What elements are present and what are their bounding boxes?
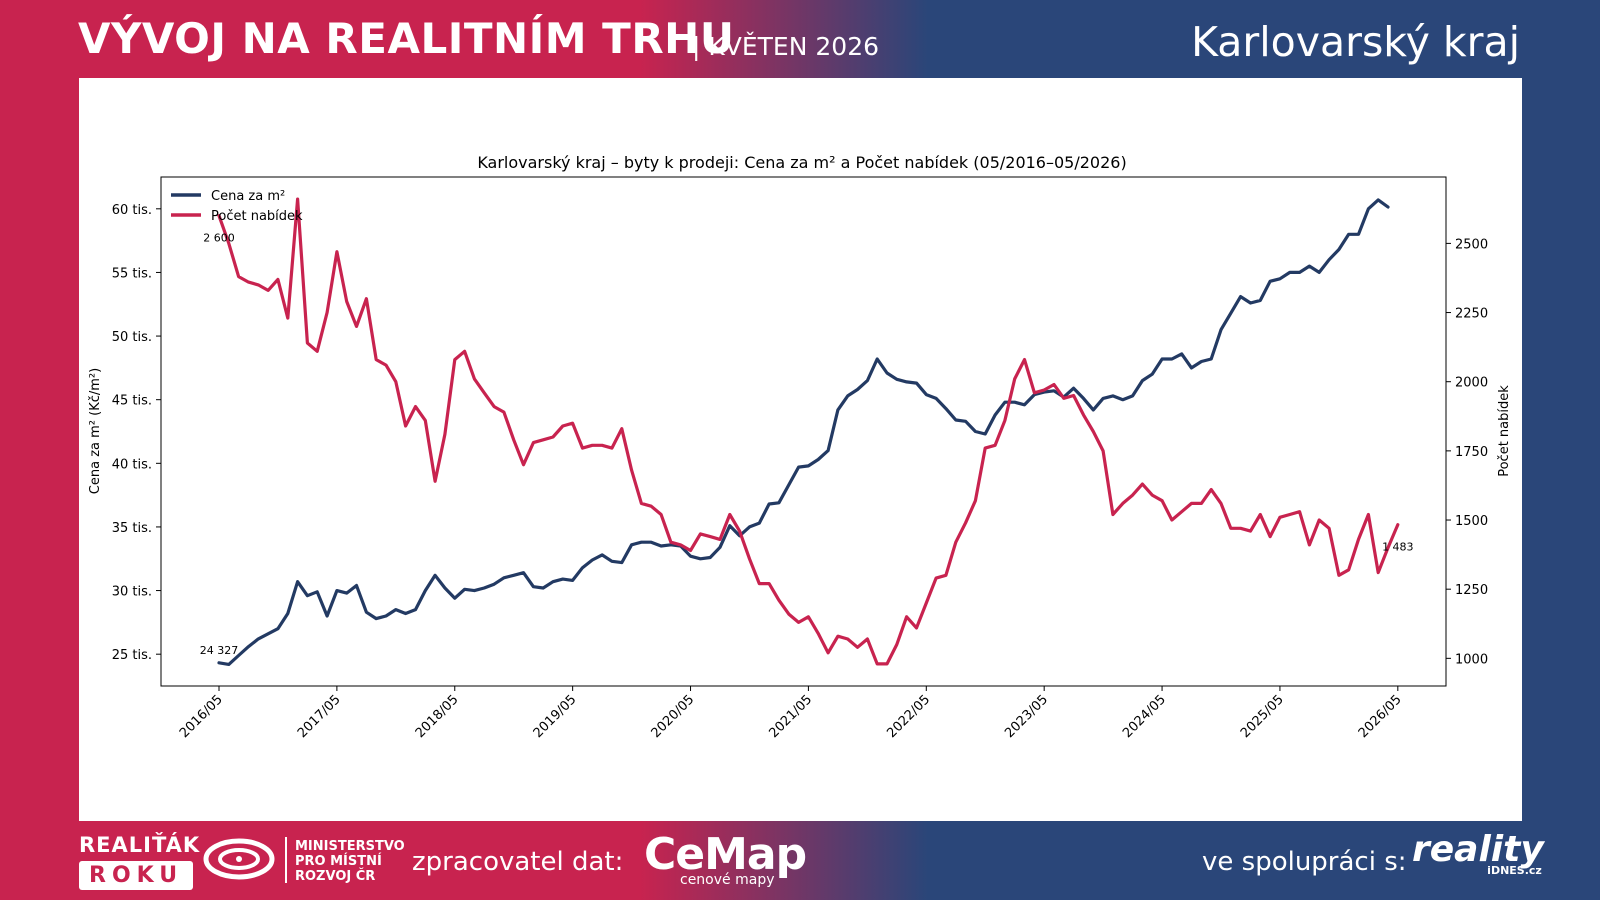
x-axis-tick-label: 2018/05 [413,692,462,741]
x-axis-tick-label: 2025/05 [1238,692,1287,741]
left-axis-tick-label: 55 tis. [112,266,152,281]
right-axis-tick-label: 2250 [1455,307,1488,322]
listings-count-line [217,197,1400,666]
data-label: 24 327 [200,644,239,657]
right-axis-tick-label: 2000 [1455,376,1488,391]
award-line-2: ROKU [79,861,194,890]
plot-frame [160,176,1447,687]
page-subtitle: | KVĚTEN 2026 [692,32,879,61]
ministry-line: MINISTERSTVO [295,839,405,854]
dual-axis-line-chart: Karlovarský kraj – byty k prodeji: Cena … [88,78,1512,741]
realitak-roku-logo: REALIŤÁK ROKU [79,833,200,890]
x-axis-tick-label: 2016/05 [177,692,226,741]
x-axis-tick-label: 2023/05 [1002,692,1051,741]
left-axis-tick-label: 30 tis. [112,585,152,600]
price-per-m2-line [217,198,1390,667]
legend: Cena za m² Počet nabídek [171,189,303,224]
chart-title: Karlovarský kraj – byty k prodeji: Cena … [477,153,1126,172]
left-axis-ticks: 25 tis. 30 tis. 35 tis. 40 tis. 45 tis. 50 ti… [112,203,161,663]
partner-name: reality [1412,829,1544,870]
left-axis-tick-label: 25 tis. [112,648,152,663]
left-axis-tick-label: 50 tis. [112,330,152,345]
page-title: VÝVOJ NA REALITNÍM TRHU [78,14,735,63]
right-axis-ticks: 1000 1250 1500 1750 2000 2250 2500 [1446,237,1488,667]
x-axis-tick-label: 2024/05 [1120,692,1169,741]
right-axis-tick-label: 1250 [1455,583,1488,598]
data-label: 1 483 [1382,541,1414,554]
ministry-line: PRO MÍSTNÍ [295,854,382,869]
processor-label: zpracovatel dat: [412,847,624,877]
left-axis-tick-label: 45 tis. [112,394,152,409]
right-axis-tick-label: 1000 [1455,652,1488,667]
x-axis-tick-label: 2019/05 [531,692,580,741]
reality-idnes-logo: reality iDNES.cz [1412,829,1544,877]
x-axis-tick-label: 2020/05 [649,692,698,741]
cemap-name: CeMap [644,829,807,880]
ministry-line: ROZVOJ ČR [295,869,376,884]
cemap-logo: CeMap cenové mapy [644,829,807,888]
value-annotations: 24 327 60 140 2 600 1 483 [200,78,1417,657]
x-axis-tick-label: 2021/05 [766,692,815,741]
x-axis-ticks: 2016/05 2017/05 2018/05 2019/05 2020/05 2021/… [177,686,1405,741]
partner-tagline: iDNES.cz [1487,864,1542,877]
chart-panel: Karlovarský kraj – byty k prodeji: Cena … [79,78,1522,821]
left-axis-tick-label: 40 tis. [112,457,152,472]
x-axis-tick-label: 2022/05 [884,692,933,741]
cooperation-label: ve spolupráci s: [1202,847,1407,877]
x-axis-tick-label: 2026/05 [1356,692,1405,741]
legend-label-price: Cena za m² [211,189,285,204]
right-axis-tick-label: 2500 [1455,237,1488,252]
ministry-name: MINISTERSTVO PRO MÍSTNÍ ROZVOJ ČR [295,839,405,884]
series-lines [217,197,1400,667]
left-axis-label: Cena za m² (Kč/m²) [88,368,103,494]
data-label: 2 600 [203,232,235,245]
left-axis-tick-label: 60 tis. [112,203,152,218]
legend-label-listings: Počet nabídek [211,209,303,224]
right-axis-tick-label: 1500 [1455,514,1488,529]
data-label: 60 140 [1379,78,1418,81]
x-axis-tick-label: 2017/05 [295,692,344,741]
right-axis-tick-label: 1750 [1455,445,1488,460]
ministry-emblem-icon [203,838,275,880]
footer: REALIŤÁK ROKU MINISTERSTVO PRO MÍSTNÍ RO… [0,821,1600,900]
region-title: Karlovarský kraj [1191,18,1520,66]
award-line-1: REALIŤÁK [79,833,201,857]
cemap-tagline: cenové mapy [680,872,775,888]
left-axis-tick-label: 35 tis. [112,521,152,536]
right-axis-label: Počet nabídek [1497,385,1512,477]
ministry-separator [285,837,287,883]
